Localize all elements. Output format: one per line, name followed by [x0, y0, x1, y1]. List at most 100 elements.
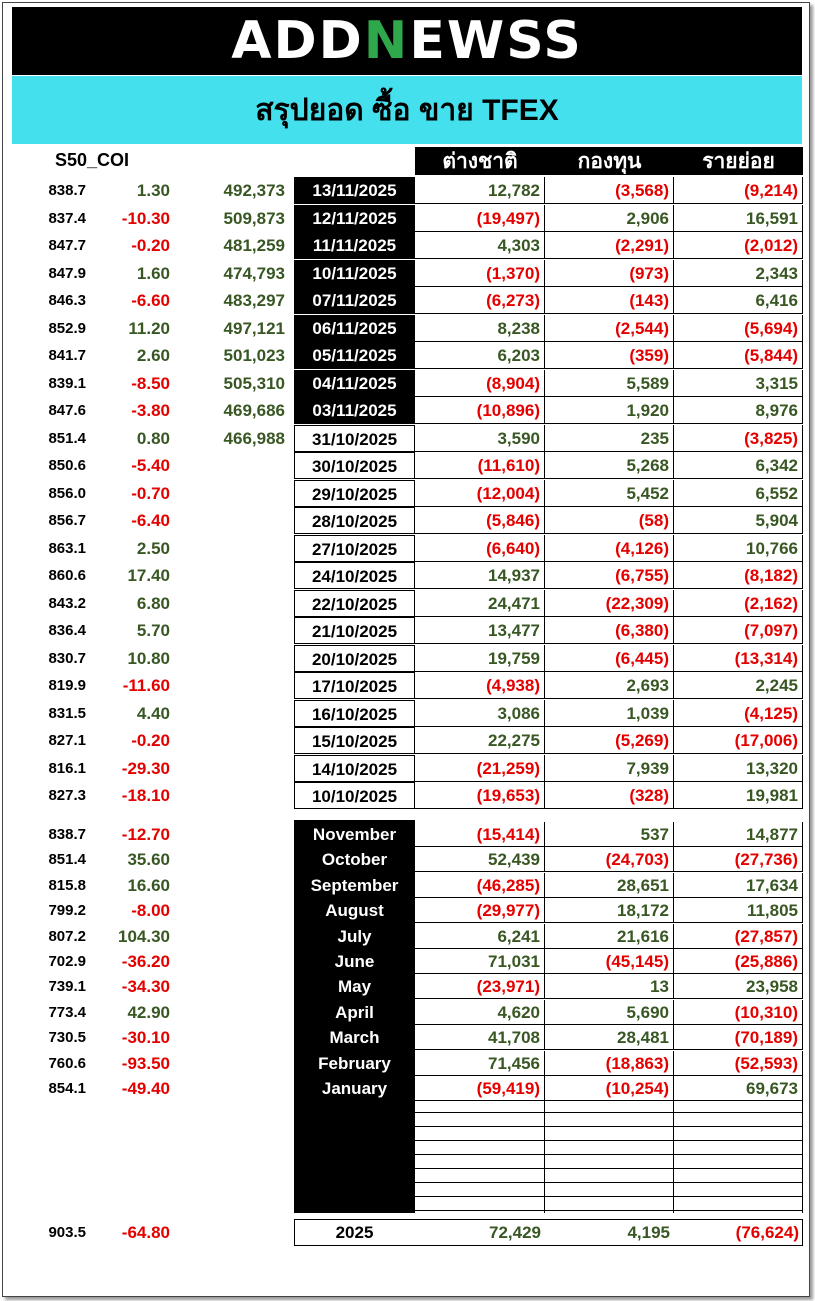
- header-retail: รายย่อย: [674, 147, 803, 175]
- date-cell: 10/10/2025: [294, 782, 415, 809]
- set-index-value: 827.1: [48, 732, 86, 749]
- set-index-value: 851.4: [48, 851, 86, 869]
- change-value: -0.70: [131, 483, 170, 503]
- institution-value: 2,693: [545, 672, 674, 699]
- month-label-column: [294, 820, 415, 1213]
- change-value: -0.20: [131, 731, 170, 750]
- foreign-value: (59,419): [415, 1076, 545, 1101]
- table-row: 843.2 6.80 22/10/2025 24,471 (22,309) (2,162): [0, 589, 815, 617]
- open-interest-value: 481,259: [223, 236, 285, 255]
- institution-value: (18,863): [545, 1050, 674, 1076]
- table-row: 847.7 -0.20 481,259 11/11/2025 4,303 (2,291)(…: [0, 232, 815, 259]
- table-row: 851.4 0.80 466,988 31/10/2025 3,590 235 (3,825…: [0, 424, 815, 452]
- open-interest-value: 466,988: [223, 428, 285, 448]
- institution-value: (973): [545, 259, 674, 287]
- change-value: 4.40: [136, 703, 170, 723]
- month-row: 815.8 16.60 September (46,285) 28,651 17,634: [0, 872, 815, 898]
- table-row: 838.7 1.30 492,373 13/11/2025 12,782 (3,568)(…: [0, 177, 815, 204]
- date-cell: 10/11/2025: [294, 259, 415, 287]
- foreign-value: (6,640): [415, 534, 545, 562]
- institution-value: (143): [545, 287, 674, 314]
- set-index-value: 839.1: [48, 374, 86, 392]
- table-row: 819.9 -11.60 17/10/2025 (4,938) 2,693 2,245: [0, 672, 815, 699]
- set-index-value: 819.9: [48, 677, 86, 694]
- foreign-value: (8,904): [415, 369, 545, 397]
- change-value: -3.80: [131, 401, 170, 420]
- retail-value: (13,314): [674, 644, 803, 672]
- retail-value: 5,904: [674, 507, 803, 534]
- institution-value: (58): [545, 507, 674, 534]
- table-row: 827.3 -18.10 10/10/2025 (19,653) (328) 19,981: [0, 782, 815, 809]
- set-index-value: 730.5: [48, 1029, 86, 1047]
- change-value: 11.20: [128, 318, 170, 338]
- foreign-value: 13,477: [415, 617, 545, 644]
- set-index-value: 816.1: [48, 759, 86, 777]
- date-cell: 14/10/2025: [294, 754, 415, 782]
- set-index-value: 860.6: [48, 567, 86, 584]
- set-index-value: 856.7: [48, 512, 86, 529]
- table-row: 856.7 -6.40 28/10/2025 (5,846) (58) 5,904: [0, 507, 815, 534]
- retail-value: 14,877: [674, 822, 803, 847]
- institution-value: (24,703): [545, 847, 674, 873]
- date-cell: 28/10/2025: [294, 507, 415, 534]
- month-row: 730.5 -30.10 March 41,708 28,481 (70,189): [0, 1025, 815, 1051]
- change-value: -30.10: [121, 1028, 170, 1048]
- month-label: June: [334, 952, 375, 971]
- change-value: 10.80: [127, 648, 170, 668]
- table-row: 847.6 -3.80 469,686 03/11/2025 (10,896) 1,920…: [0, 397, 815, 424]
- change-value: -5.40: [131, 456, 170, 475]
- retail-value: (17,006): [674, 727, 803, 754]
- institution-value: (2,544): [545, 314, 674, 342]
- retail-value: (9,214): [674, 177, 803, 204]
- institution-value: 537: [545, 822, 674, 847]
- date-cell: 03/11/2025: [294, 397, 415, 424]
- retail-value: 2,343: [674, 259, 803, 287]
- month-row: 838.7 -12.70 November (15,414) 537 14,877: [0, 822, 815, 847]
- open-interest-value: 492,373: [223, 181, 285, 200]
- change-value: -93.50: [121, 1053, 170, 1073]
- month-row: 702.9 -36.20 June 71,031 (45,145) (25,886): [0, 949, 815, 974]
- table-row: 846.3 -6.60 483,297 07/11/2025 (6,273) (143) 6…: [0, 287, 815, 314]
- open-interest-value: 505,310: [223, 373, 285, 393]
- foreign-value: (4,938): [415, 672, 545, 699]
- retail-value: 69,673: [674, 1076, 803, 1101]
- foreign-value: 22,275: [415, 727, 545, 754]
- retail-value: (5,694): [674, 314, 803, 342]
- set-index-value: 807.2: [48, 927, 86, 945]
- date-cell: 07/11/2025: [294, 287, 415, 314]
- retail-value: 11,805: [674, 898, 803, 924]
- set-index-value: 854.1: [48, 1080, 86, 1097]
- institution-value: (5,269): [545, 727, 674, 754]
- institution-value: 13: [545, 974, 674, 1000]
- retail-value: 19,981: [674, 782, 803, 809]
- foreign-value: 3,590: [415, 424, 545, 452]
- foreign-value: (15,414): [415, 822, 545, 847]
- date-cell: 17/10/2025: [294, 672, 415, 699]
- set-index-value: 760.6: [48, 1054, 86, 1072]
- date-cell: 22/10/2025: [294, 589, 415, 617]
- foreign-value: (19,497): [415, 204, 545, 232]
- change-value: 6.80: [136, 593, 170, 613]
- open-interest-value: 474,793: [223, 263, 285, 283]
- total-institution: 4,195: [627, 1223, 670, 1242]
- retail-value: (25,886): [674, 949, 803, 974]
- institution-value: 5,268: [545, 452, 674, 479]
- set-index-value: 836.4: [48, 622, 86, 639]
- set-index-value: 827.3: [48, 787, 86, 804]
- total-row: 903.5 -64.80 2025 72,429 4,195 (76,624): [0, 1219, 815, 1246]
- date-cell: 27/10/2025: [294, 534, 415, 562]
- table-row: 836.4 5.70 21/10/2025 13,477 (6,380) (7,097): [0, 617, 815, 644]
- change-value: -36.20: [121, 952, 170, 971]
- retail-value: 17,634: [674, 872, 803, 898]
- set-index-value: 831.5: [48, 704, 86, 722]
- retail-value: (7,097): [674, 617, 803, 644]
- retail-value: (27,857): [674, 923, 803, 949]
- total-row-box: [294, 1219, 803, 1246]
- change-value: -34.30: [121, 977, 170, 997]
- foreign-value: (10,896): [415, 397, 545, 424]
- month-label: August: [325, 901, 384, 921]
- set-index-value: 702.9: [48, 953, 86, 970]
- date-cell: 31/10/2025: [294, 424, 415, 452]
- foreign-value: 6,203: [415, 342, 545, 369]
- open-interest-value: 509,873: [223, 208, 285, 228]
